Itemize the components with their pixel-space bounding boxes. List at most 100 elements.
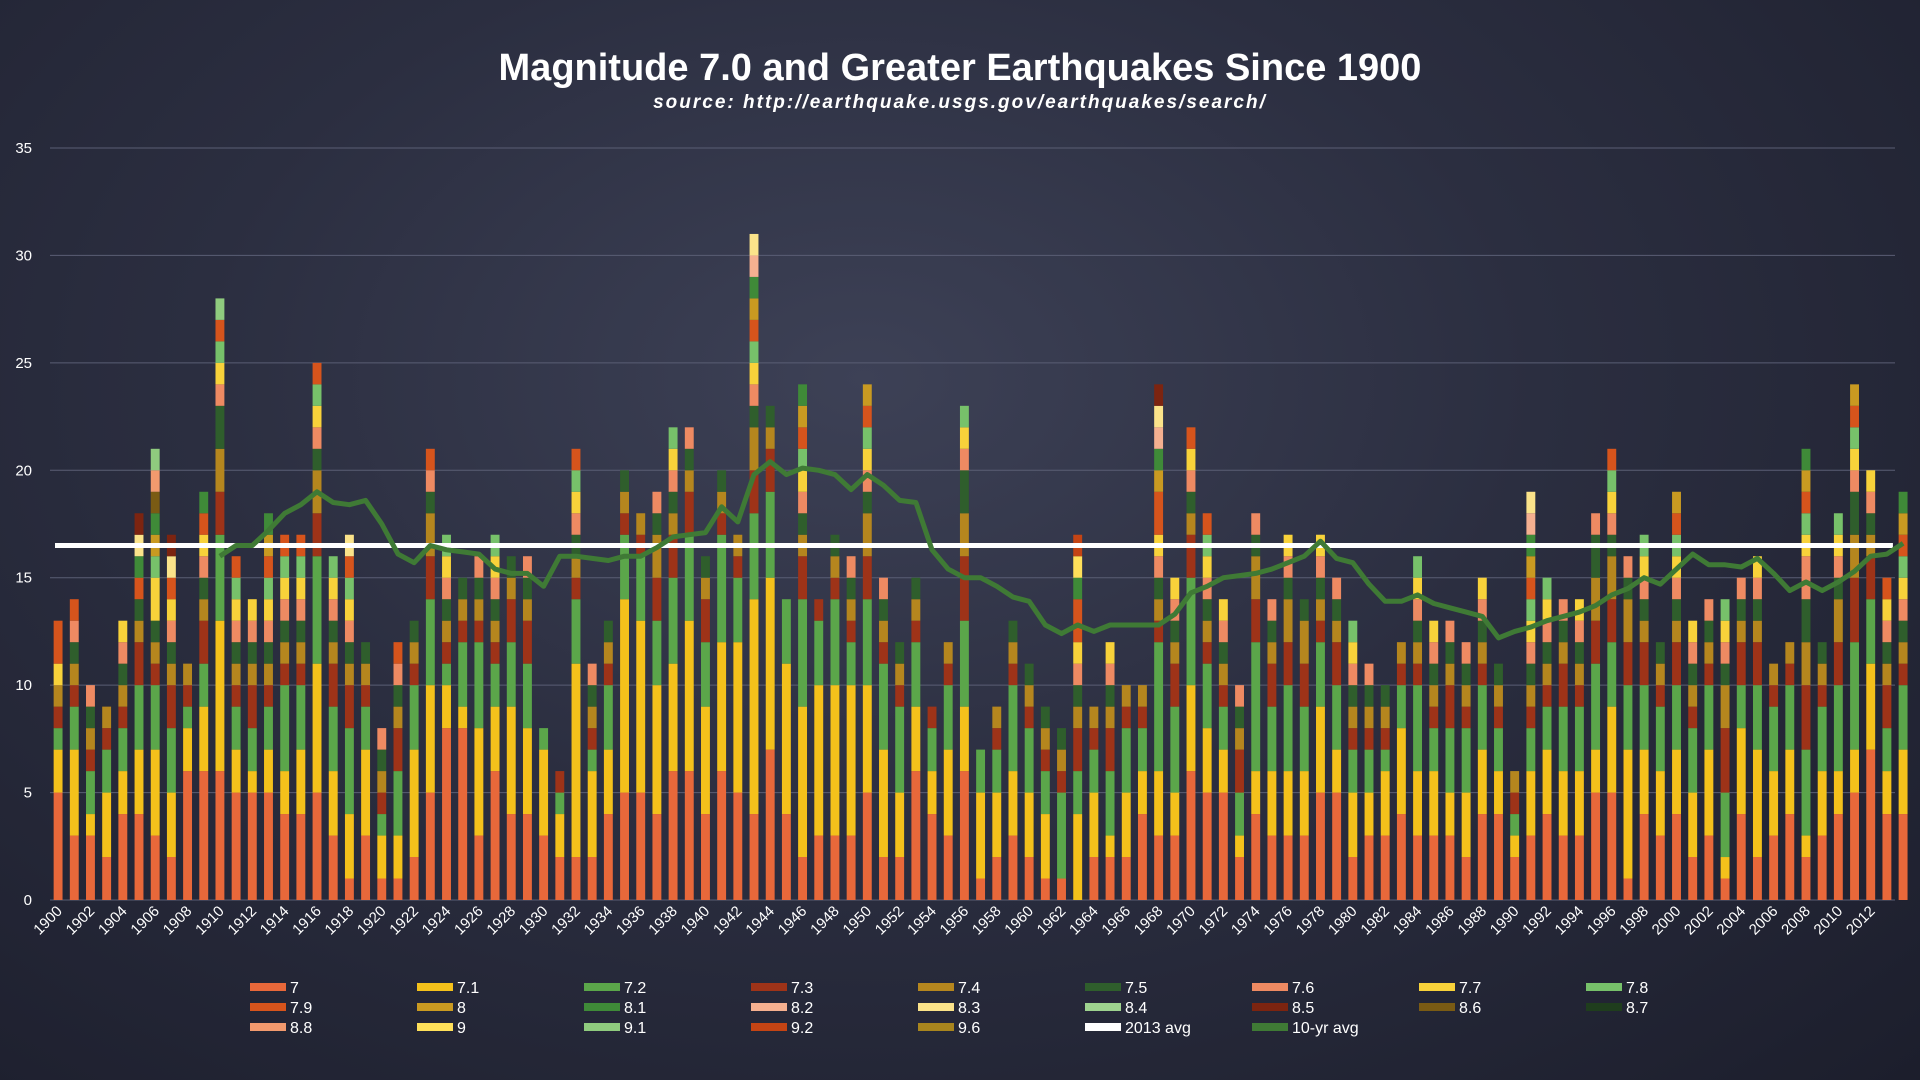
bar-stack-1972: [1218, 599, 1228, 900]
bar-stack-undefined: [1898, 491, 1908, 900]
bar-segment-m7_5: [264, 642, 273, 664]
bar-segment-m7_8: [571, 470, 581, 492]
bar-segment-m7_3: [1445, 685, 1455, 729]
bar-segment-m7_9: [264, 556, 273, 578]
bar-segment-m7_3: [717, 513, 727, 535]
bar-segment-m7_3: [215, 491, 225, 535]
bar-segment-m8: [1801, 470, 1811, 492]
bar-stack-1905: [134, 513, 144, 900]
bar-segment-m7_9: [1801, 491, 1811, 514]
bar-segment-m7_2: [199, 663, 209, 707]
legend-label: 7: [290, 980, 299, 997]
legend-item: 7.8: [1586, 980, 1648, 997]
bar-segment-m7_1: [1461, 792, 1471, 858]
bar-segment-m7_3: [943, 663, 953, 686]
bar-segment-m7_5: [1057, 728, 1066, 750]
bar-segment-m7: [69, 835, 79, 900]
bar-segment-m7_6: [1073, 663, 1083, 686]
bar-segment-m7_8: [1607, 470, 1617, 492]
bar-stack-2000: [1672, 491, 1681, 900]
bar-segment-m7_3: [458, 620, 468, 643]
bar-segment-m7: [1186, 771, 1196, 900]
bar-segment-m7_4: [264, 663, 273, 686]
bar-segment-m7_5: [1866, 513, 1876, 535]
x-tick-label: 1994: [1552, 903, 1588, 939]
bar-segment-m7_2: [1283, 685, 1293, 772]
bar-segment-m7_1: [1364, 792, 1374, 836]
bar-segment-m7_3: [1121, 706, 1131, 729]
bar-segment-m7_1: [280, 771, 290, 815]
bar-segment-m7_2: [150, 685, 160, 750]
bar-segment-m7_1: [1413, 771, 1423, 836]
bar-segment-m7_4: [409, 642, 419, 664]
bar-segment-m7_5: [1283, 577, 1293, 600]
legend-item: 7: [250, 980, 299, 997]
bar-segment-m7_4: [571, 556, 581, 578]
bar-segment-m7_2: [749, 513, 759, 600]
bar-segment-m7_6: [1720, 642, 1730, 664]
bar-segment-m7_4: [1574, 663, 1584, 686]
bar-segment-m7_9: [199, 513, 209, 535]
x-tick-label: 1990: [1487, 903, 1523, 939]
bar-segment-m7: [1477, 814, 1487, 900]
stacked-bars: [53, 233, 1908, 900]
x-tick-label: 1928: [483, 903, 519, 939]
bar-segment-m7_4: [1396, 642, 1406, 664]
bar-segment-m7_1: [393, 835, 403, 879]
bar-segment-m7_1: [86, 814, 95, 836]
bar-segment-m7_6: [1801, 556, 1811, 600]
bar-segment-m7_2: [830, 599, 840, 686]
bar-segment-m7: [166, 857, 176, 900]
bar-segment-m7_6: [1736, 577, 1746, 600]
bar-segment-m7_4: [1607, 556, 1617, 600]
x-tick-label: 1964: [1066, 903, 1102, 939]
bar-segment-m7_4: [215, 448, 225, 492]
bar-segment-m7_6: [231, 620, 241, 643]
bar-segment-m7_2: [1752, 685, 1762, 750]
bar-segment-m7_5: [150, 620, 160, 643]
bar-segment-m7_4: [1655, 663, 1665, 686]
legend-swatch: [1085, 983, 1121, 991]
bar-segment-m7_4: [652, 534, 662, 578]
bar-segment-m7_3: [1429, 706, 1439, 729]
bar-segment-m7_1: [765, 577, 775, 750]
bar-segment-m7_1: [1720, 857, 1730, 879]
bar-segment-m7_6: [1752, 577, 1762, 600]
bar-stack-1952: [895, 642, 905, 900]
bar-segment-m7: [717, 771, 727, 900]
bar-segment-m8_8: [150, 470, 160, 492]
x-tick-label: 1908: [160, 903, 196, 939]
bar-segment-m7_2: [814, 620, 824, 686]
bar-segment-m7: [959, 771, 969, 900]
bar-segment-m7: [733, 792, 743, 900]
bar-segment-m7_6: [474, 556, 484, 578]
bar-segment-m7_1: [409, 749, 419, 858]
bar-stack-1907: [166, 534, 176, 900]
y-tick-label: 35: [15, 140, 32, 157]
bar-segment-m7: [215, 771, 225, 900]
bar-segment-m7_5: [1477, 620, 1487, 643]
bar-segment-m7_5: [684, 448, 694, 471]
bar-segment-m7_9: [69, 599, 79, 621]
legend-label: 9.6: [958, 1020, 980, 1037]
bar-segment-m7: [1364, 835, 1374, 900]
bar-segment-m7_1: [296, 749, 306, 815]
bar-segment-m7_1: [361, 749, 371, 836]
x-tick-label: 1946: [775, 903, 811, 939]
bar-segment-m7_4: [1413, 642, 1423, 664]
bar-segment-m7_2: [231, 706, 241, 750]
bar-segment-m7_5: [490, 599, 500, 621]
legend-swatch: [250, 1023, 286, 1031]
bar-segment-m7_3: [1736, 642, 1746, 686]
legend-swatch: [1419, 983, 1455, 991]
bar-stack-1918: [344, 534, 354, 900]
bar-segment-m7_1: [1623, 749, 1633, 879]
bar-segment-m7_2: [1218, 706, 1228, 750]
x-tick-label: 1974: [1228, 903, 1264, 939]
bar-segment-m7_2: [1639, 685, 1649, 750]
bar-segment-m7_6: [296, 599, 306, 621]
bar-stack-1976: [1283, 534, 1293, 900]
bar-segment-m7: [1542, 814, 1552, 900]
legend-label: 8.7: [1626, 1000, 1648, 1017]
bar-stack-2010: [1833, 513, 1843, 900]
